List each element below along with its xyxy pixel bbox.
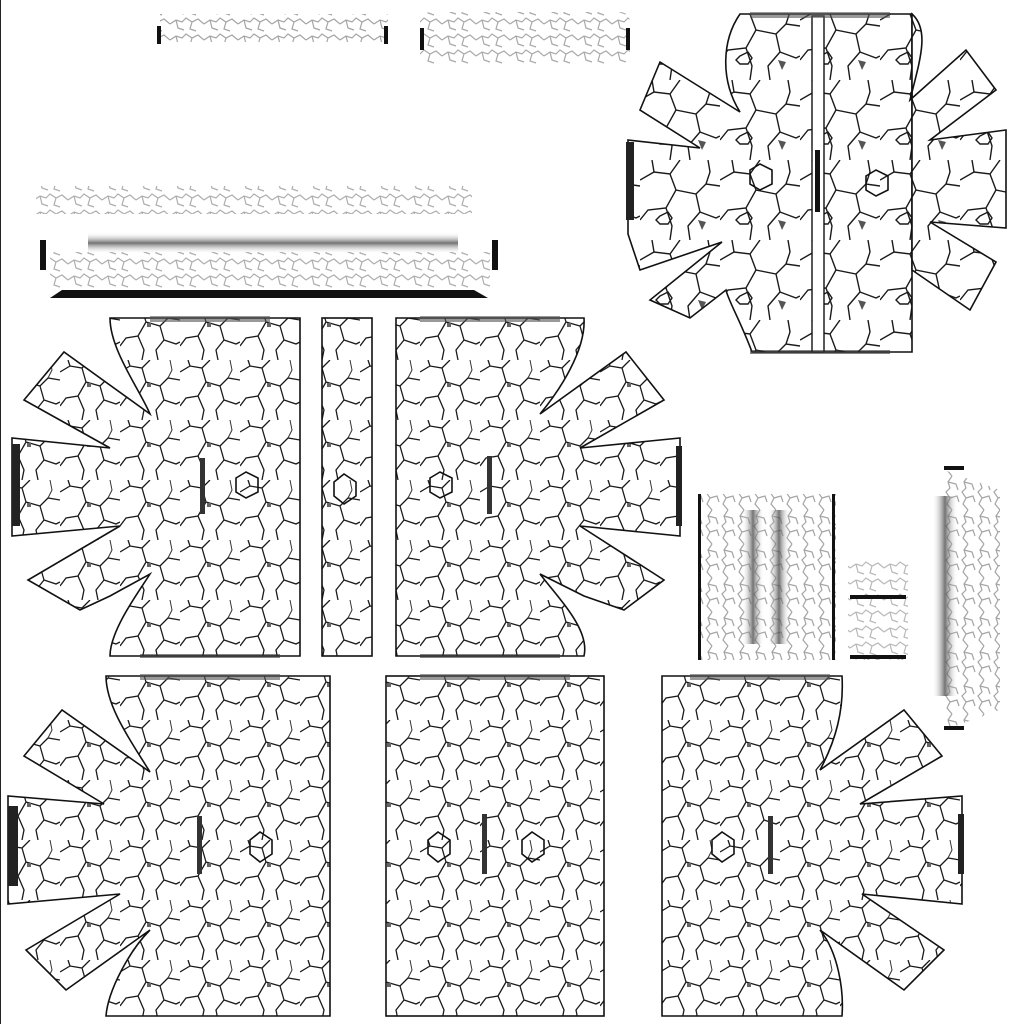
bottom-right-flower [661,675,964,1017]
right-column-group [698,494,908,660]
middle-center-flower [395,317,682,657]
bottom-left-flower [7,675,331,1017]
top-right-flower [626,12,1007,353]
edge-grime [140,12,890,680]
long-strip-group [36,186,498,298]
top-middle-strip [420,12,630,64]
middle-narrow-column [321,317,373,657]
atlas-left-edge [0,0,1,1024]
far-right-strip [932,466,1000,730]
top-left-strip [157,14,388,44]
middle-left-flower [11,317,301,657]
bottom-center-panel [385,675,605,1017]
